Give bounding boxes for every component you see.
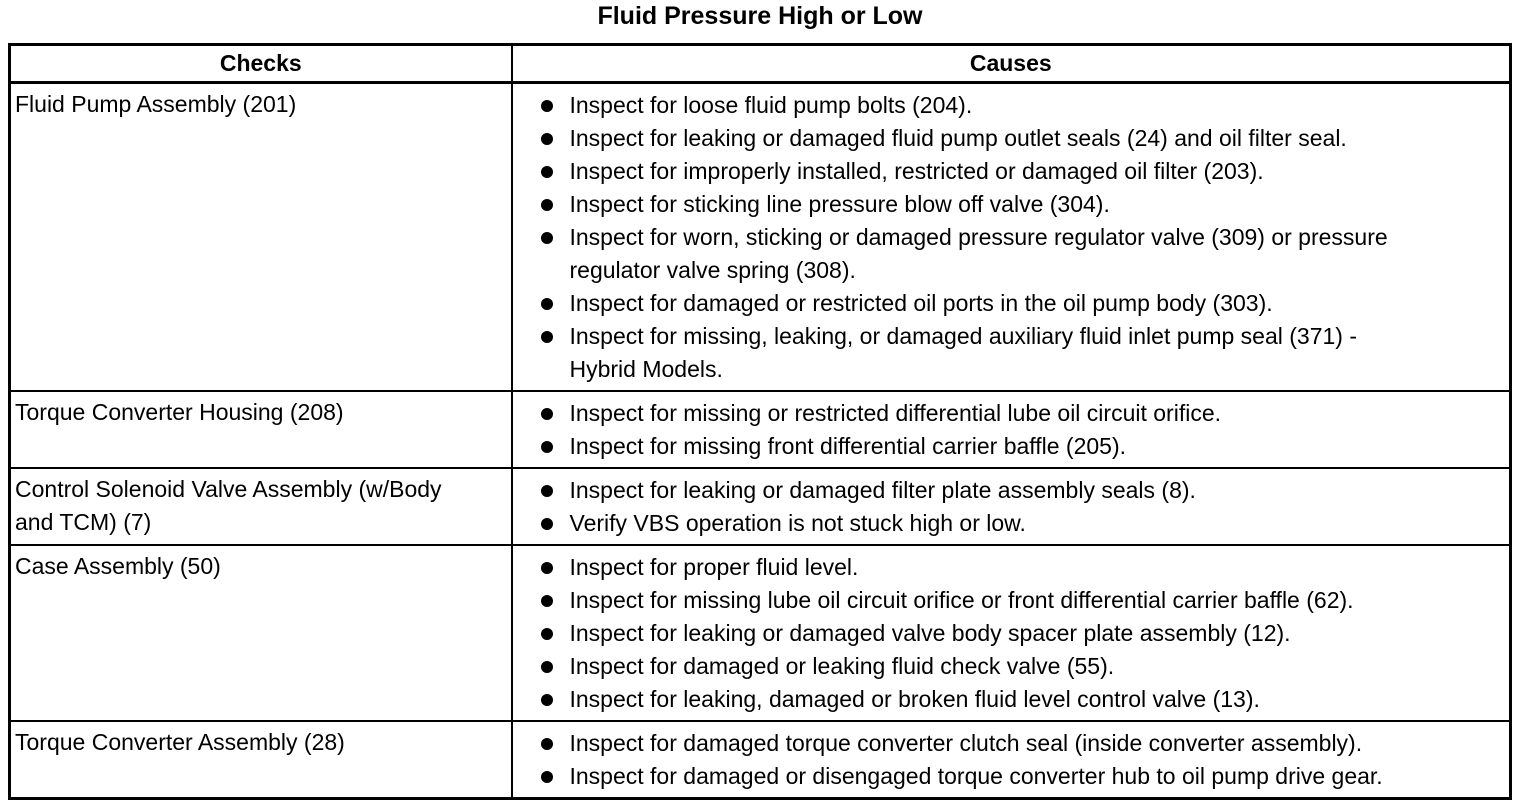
cause-item: Inspect for leaking or damaged fluid pum…	[513, 122, 1510, 155]
table-row: Case Assembly (50) Inspect for proper flu…	[9, 544, 1511, 721]
cause-text: Inspect for loose fluid pump bolts (204)…	[569, 92, 973, 118]
cause-text: Inspect for missing front differential c…	[569, 433, 1127, 459]
bullet-icon	[540, 771, 553, 783]
cause-item: Inspect for leaking or damaged valve bod…	[513, 617, 1510, 650]
cause-text: Inspect for missing or restricted differ…	[569, 400, 1222, 426]
table-row: Torque Converter Assembly (28) Inspect fo…	[9, 720, 1511, 799]
bullet-icon	[540, 133, 553, 145]
causes-column-header: Causes	[511, 44, 1511, 84]
bullet-icon	[540, 298, 553, 310]
cause-text: Inspect for leaking or damaged valve bod…	[569, 620, 1291, 646]
cause-text: Inspect for leaking or damaged filter pl…	[569, 477, 1196, 503]
table-row: Control Solenoid Valve Assembly (w/Body …	[9, 467, 1511, 545]
cause-text: Verify VBS operation is not stuck high o…	[569, 510, 1026, 536]
causes-list: Inspect for missing or restricted differ…	[513, 397, 1510, 463]
causes-cell: Inspect for missing or restricted differ…	[511, 390, 1511, 468]
cause-text: Inspect for worn, sticking or damaged pr…	[569, 224, 1388, 283]
cause-item: Inspect for damaged or leaking fluid che…	[513, 650, 1510, 683]
check-label: Torque Converter Assembly (28)	[15, 729, 345, 755]
cause-item: Inspect for missing lube oil circuit ori…	[513, 584, 1510, 617]
check-cell: Torque Converter Assembly (28)	[9, 720, 513, 799]
cause-item: Verify VBS operation is not stuck high o…	[513, 507, 1510, 540]
table-row: Fluid Pump Assembly (201) Inspect for loo…	[9, 82, 1511, 392]
cause-text: Inspect for improperly installed, restri…	[569, 158, 1264, 184]
cause-text: Inspect for missing, leaking, or damaged…	[569, 323, 1358, 382]
cause-text: Inspect for leaking, damaged or broken f…	[569, 686, 1260, 712]
cause-item: Inspect for sticking line pressure blow …	[513, 188, 1510, 221]
cause-item: Inspect for missing, leaking, or damaged…	[513, 320, 1510, 386]
cause-item: Inspect for damaged torque converter clu…	[513, 727, 1510, 760]
check-cell: Fluid Pump Assembly (201)	[9, 82, 513, 391]
bullet-icon	[540, 232, 553, 244]
bullet-icon	[540, 628, 553, 640]
cause-item: Inspect for leaking or damaged filter pl…	[513, 474, 1510, 507]
check-label: Case Assembly (50)	[15, 553, 221, 579]
bullet-icon	[540, 441, 553, 453]
cause-item: Inspect for damaged or restricted oil po…	[513, 287, 1510, 320]
cause-text: Inspect for damaged or disengaged torque…	[569, 763, 1383, 789]
cause-item: Inspect for worn, sticking or damaged pr…	[513, 221, 1510, 287]
check-cell: Control Solenoid Valve Assembly (w/Body …	[9, 467, 513, 545]
causes-list: Inspect for proper fluid level. Inspect f…	[513, 551, 1510, 716]
causes-cell: Inspect for leaking or damaged filter pl…	[511, 467, 1511, 545]
causes-cell: Inspect for proper fluid level. Inspect f…	[511, 544, 1511, 721]
bullet-icon	[540, 562, 553, 574]
cause-item: Inspect for improperly installed, restri…	[513, 155, 1510, 188]
causes-list: Inspect for damaged torque converter clu…	[513, 727, 1510, 793]
header-row: Checks Causes	[9, 44, 1511, 84]
cause-item: Inspect for loose fluid pump bolts (204)…	[513, 89, 1510, 122]
bullet-icon	[540, 485, 553, 497]
bullet-icon	[540, 331, 553, 343]
causes-cell: Inspect for loose fluid pump bolts (204)…	[512, 83, 1511, 392]
check-label: Control Solenoid Valve Assembly (w/Body …	[15, 476, 442, 535]
bullet-icon	[540, 595, 553, 607]
table-row: Torque Converter Housing (208) Inspect fo…	[9, 390, 1511, 468]
bullet-icon	[540, 166, 553, 178]
bullet-icon	[540, 100, 553, 112]
check-label: Torque Converter Housing (208)	[15, 399, 344, 425]
cause-item: Inspect for missing front differential c…	[513, 430, 1510, 463]
bullet-icon	[540, 661, 553, 673]
bullet-icon	[540, 738, 553, 750]
bullet-icon	[540, 199, 553, 211]
check-cell: Case Assembly (50)	[9, 544, 513, 721]
page-title: Fluid Pressure High or Low	[597, 2, 923, 30]
cause-text: Inspect for missing lube oil circuit ori…	[569, 587, 1354, 613]
cause-text: Inspect for damaged or restricted oil po…	[569, 290, 1273, 316]
causes-cell: Inspect for damaged torque converter clu…	[511, 720, 1511, 799]
check-label: Fluid Pump Assembly (201)	[15, 91, 297, 117]
cause-text: Inspect for proper fluid level.	[569, 554, 859, 580]
table-body: Fluid Pump Assembly (201) Inspect for loo…	[9, 82, 1511, 799]
causes-list: Inspect for loose fluid pump bolts (204)…	[513, 89, 1510, 386]
causes-list: Inspect for leaking or damaged filter pl…	[513, 474, 1510, 540]
table-header: Checks Causes	[9, 44, 1511, 84]
check-cell: Torque Converter Housing (208)	[9, 390, 513, 468]
checks-causes-table: Checks Causes Fluid Pump Assembly (201) I…	[8, 43, 1512, 800]
cause-text: Inspect for damaged or leaking fluid che…	[569, 653, 1115, 679]
cause-text: Inspect for damaged torque converter clu…	[569, 730, 1363, 756]
cause-item: Inspect for proper fluid level.	[513, 551, 1510, 584]
cause-item: Inspect for damaged or disengaged torque…	[513, 760, 1510, 793]
bullet-icon	[540, 694, 553, 706]
cause-item: Inspect for missing or restricted differ…	[513, 397, 1510, 430]
checks-column-header: Checks	[9, 44, 513, 84]
bullet-icon	[540, 408, 553, 420]
bullet-icon	[540, 518, 553, 530]
cause-text: Inspect for leaking or damaged fluid pum…	[569, 125, 1347, 151]
cause-item: Inspect for leaking, damaged or broken f…	[513, 683, 1510, 716]
cause-text: Inspect for sticking line pressure blow …	[569, 191, 1110, 217]
